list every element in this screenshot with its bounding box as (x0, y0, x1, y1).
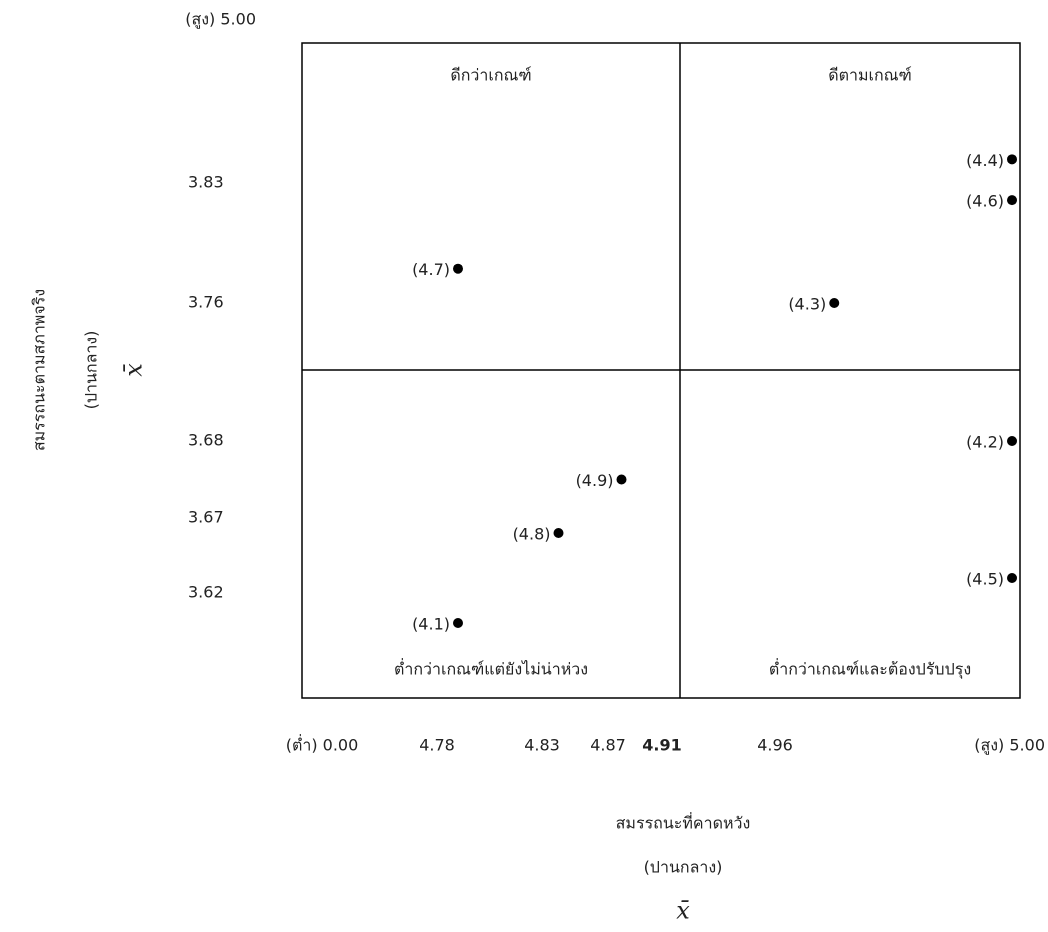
y-tick-label: 3.68 (188, 431, 224, 450)
quadrant-label: ดีกว่าเกณฑ์ (450, 66, 531, 85)
x-tick-label: 4.83 (524, 736, 560, 755)
x-tick-label: (สูง) 5.00 (974, 736, 1045, 756)
y-axis-symbol: x̄ (120, 363, 148, 377)
data-point (453, 618, 463, 628)
data-point (554, 528, 564, 538)
data-point (829, 298, 839, 308)
point-label: (4.2) (966, 433, 1004, 452)
data-point (1007, 436, 1017, 446)
quadrant-label: ต่ำกว่าเกณฑ์แต่ยังไม่น่าห่วง (394, 658, 588, 679)
data-point (1007, 573, 1017, 583)
x-tick-label: (ต่ำ) 0.00 (286, 734, 359, 755)
data-point (453, 264, 463, 274)
y-tick-label: (สูง) 5.00 (185, 10, 256, 30)
x-tick-label: 4.87 (590, 736, 626, 755)
x-tick-label: 4.96 (757, 736, 793, 755)
x-axis-symbol: x̄ (676, 897, 690, 925)
point-label: (4.7) (412, 260, 450, 279)
y-tick-label: 3.76 (188, 293, 224, 312)
point-label: (4.6) (966, 192, 1004, 211)
x-axis-title: สมรรถนะที่คาดหวัง (616, 812, 751, 833)
x-axis-subtitle: (ปานกลาง) (644, 858, 723, 877)
point-label: (4.4) (966, 151, 1004, 170)
point-label: (4.8) (513, 525, 551, 544)
data-point (1007, 154, 1017, 164)
quadrant-label: ดีตามเกณฑ์ (828, 66, 912, 85)
y-tick-label: 3.83 (188, 173, 224, 192)
x-tick-label: 4.78 (419, 736, 455, 755)
point-label: (4.9) (576, 471, 614, 490)
point-label: (4.1) (412, 615, 450, 634)
point-label: (4.3) (788, 295, 826, 314)
y-tick-label: 3.62 (188, 583, 224, 602)
chart: ดีกว่าเกณฑ์ ดีตามเกณฑ์ ต่ำกว่าเกณฑ์แต่ยั… (0, 0, 1048, 932)
data-point (617, 475, 627, 485)
data-point (1007, 195, 1017, 205)
y-axis-title: สมรรถนะตามสภาพจริง (30, 289, 49, 451)
y-axis-subtitle: (ปานกลาง) (82, 331, 101, 410)
x-tick-label: 4.91 (642, 736, 681, 755)
point-label: (4.5) (966, 570, 1004, 589)
y-tick-label: 3.67 (188, 508, 224, 527)
quadrant-label: ต่ำกว่าเกณฑ์และต้องปรับปรุง (769, 658, 971, 680)
